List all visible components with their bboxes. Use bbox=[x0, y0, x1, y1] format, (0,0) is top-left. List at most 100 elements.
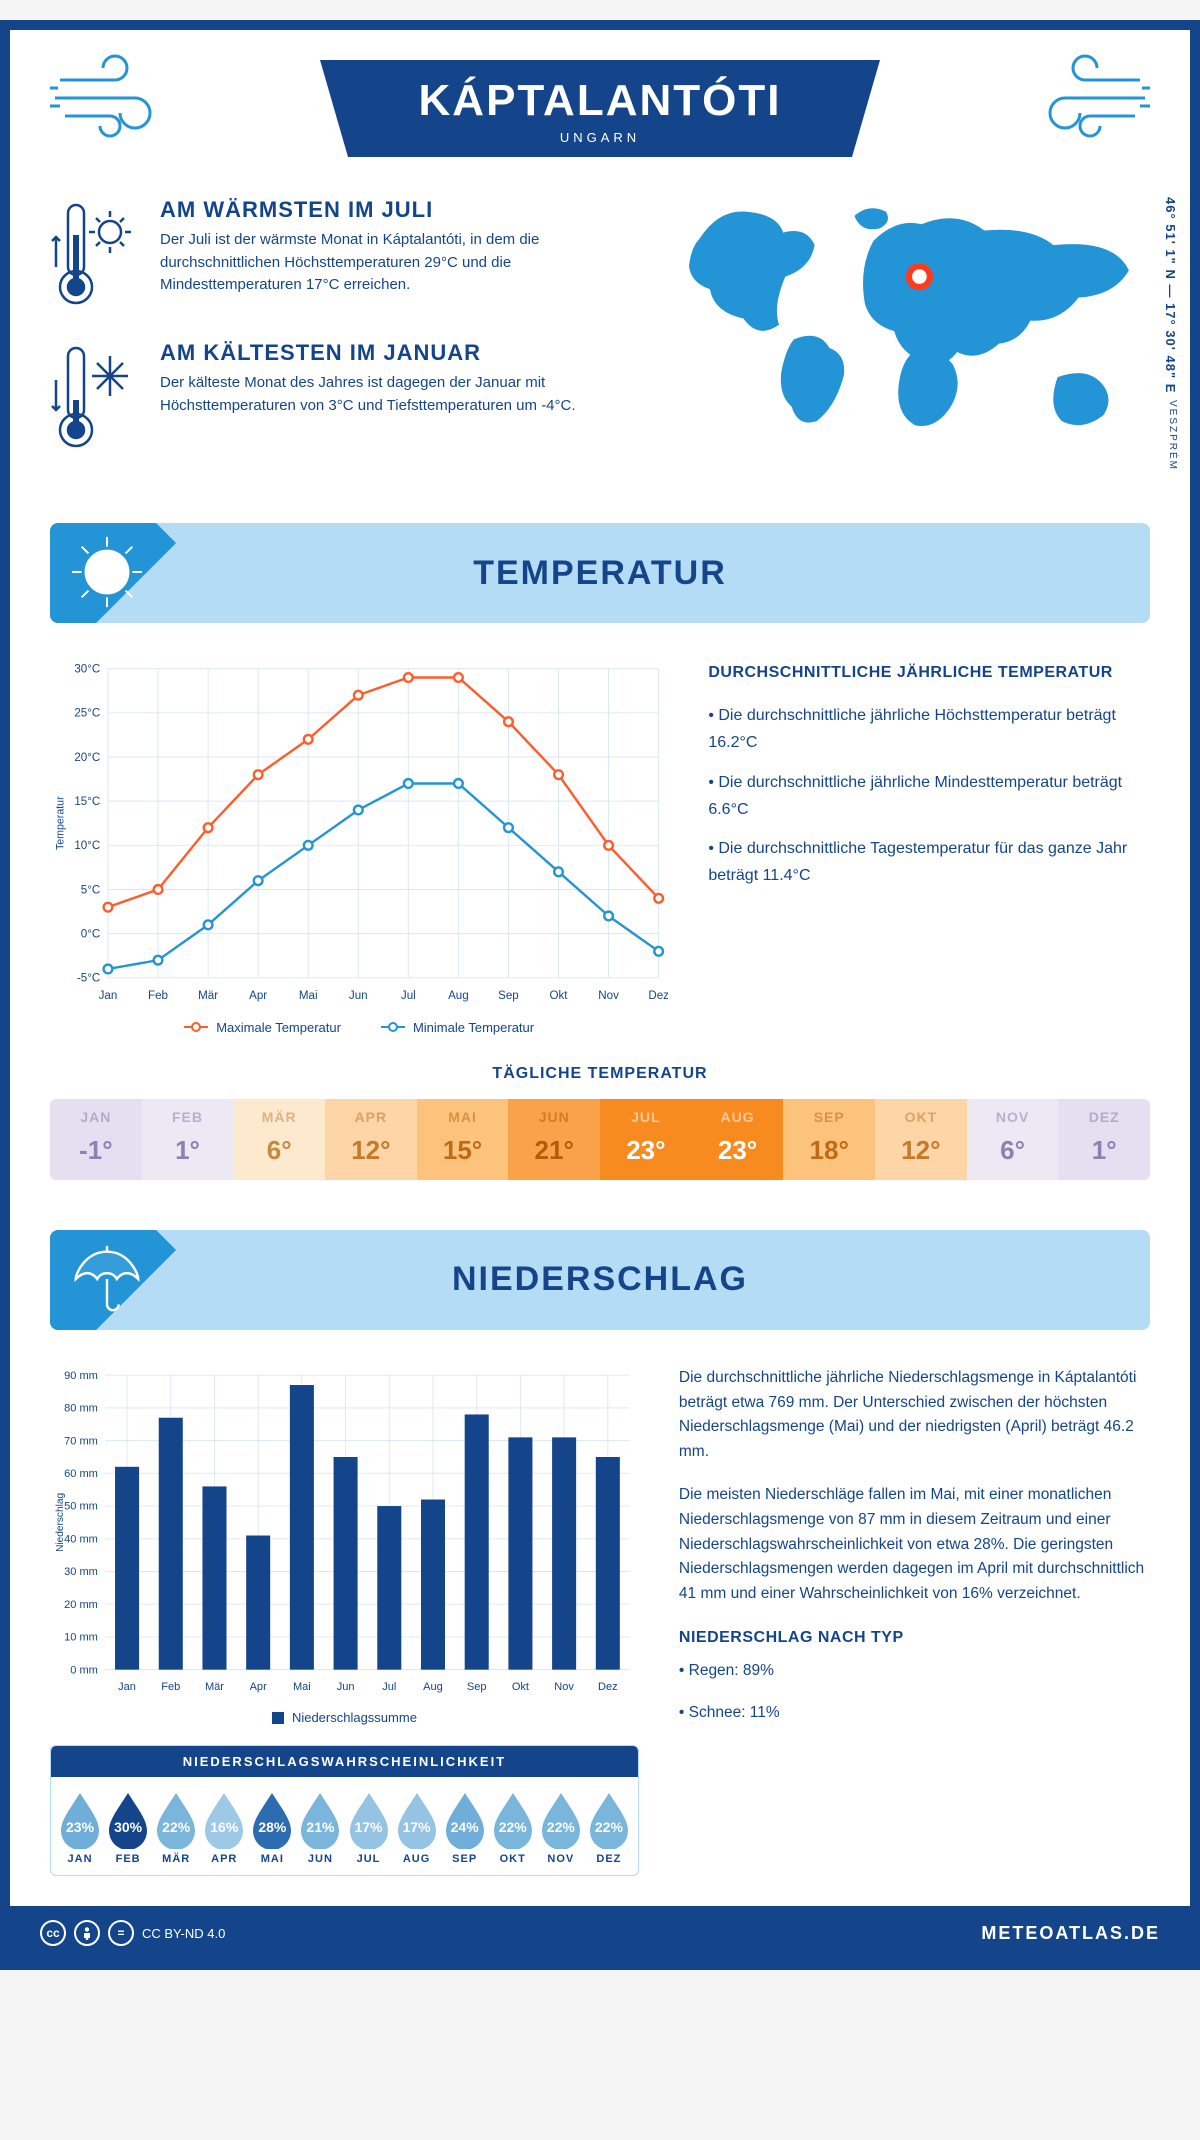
prob-cell: 22%NOV bbox=[538, 1791, 584, 1865]
fact-coldest: AM KÄLTESTEN IM JANUAR Der kälteste Mona… bbox=[50, 340, 628, 455]
heat-cell: DEZ1° bbox=[1058, 1099, 1150, 1180]
section-header-temperature: TEMPERATUR bbox=[50, 523, 1150, 623]
svg-text:Mai: Mai bbox=[299, 990, 318, 1002]
svg-text:Nov: Nov bbox=[554, 1681, 574, 1693]
prob-cell: 28%MAI bbox=[249, 1791, 295, 1865]
heat-cell: JUN21° bbox=[508, 1099, 600, 1180]
wind-icon bbox=[50, 50, 190, 145]
svg-text:80 mm: 80 mm bbox=[64, 1402, 98, 1414]
heat-cell: JAN-1° bbox=[50, 1099, 142, 1180]
prob-cell: 30%FEB bbox=[105, 1791, 151, 1865]
heat-cell: APR12° bbox=[325, 1099, 417, 1180]
by-icon bbox=[74, 1920, 100, 1946]
section-title-temperature: TEMPERATUR bbox=[50, 554, 1150, 593]
prob-cell: 21%JUN bbox=[297, 1791, 343, 1865]
fact-warmest: AM WÄRMSTEN IM JULI Der Juli ist der wär… bbox=[50, 197, 628, 312]
section-header-precipitation: NIEDERSCHLAG bbox=[50, 1230, 1150, 1330]
prob-cell: 16%APR bbox=[201, 1791, 247, 1865]
heat-cell: JUL23° bbox=[600, 1099, 692, 1180]
site-name: METEOATLAS.DE bbox=[981, 1923, 1160, 1944]
svg-text:Aug: Aug bbox=[423, 1681, 443, 1693]
svg-text:5°C: 5°C bbox=[81, 884, 100, 896]
svg-text:Okt: Okt bbox=[550, 990, 569, 1002]
fact-warmest-title: AM WÄRMSTEN IM JULI bbox=[160, 197, 628, 223]
heat-cell: FEB1° bbox=[142, 1099, 234, 1180]
legend-max: Maximale Temperatur bbox=[184, 1020, 341, 1035]
temperature-info: DURCHSCHNITTLICHE JÄHRLICHE TEMPERATUR •… bbox=[708, 659, 1150, 1035]
section-title-precipitation: NIEDERSCHLAG bbox=[50, 1260, 1150, 1299]
precipitation-info: Die durchschnittliche jährliche Niedersc… bbox=[679, 1366, 1150, 1876]
umbrella-icon bbox=[68, 1240, 146, 1323]
svg-text:90 mm: 90 mm bbox=[64, 1370, 98, 1382]
svg-text:Feb: Feb bbox=[161, 1681, 180, 1693]
svg-text:Jun: Jun bbox=[349, 990, 368, 1002]
svg-text:60 mm: 60 mm bbox=[64, 1468, 98, 1480]
prob-cell: 24%SEP bbox=[442, 1791, 488, 1865]
heat-cell: AUG23° bbox=[692, 1099, 784, 1180]
svg-text:Dez: Dez bbox=[648, 990, 668, 1002]
fact-coldest-text: Der kälteste Monat des Jahres ist dagege… bbox=[160, 372, 628, 417]
svg-text:-5°C: -5°C bbox=[77, 973, 100, 985]
temperature-chart: -5°C0°C5°C10°C15°C20°C25°C30°CJanFebMärA… bbox=[50, 659, 668, 1035]
heat-cell: NOV6° bbox=[967, 1099, 1059, 1180]
svg-text:30°C: 30°C bbox=[74, 664, 100, 676]
svg-text:Jul: Jul bbox=[382, 1681, 396, 1693]
svg-text:Feb: Feb bbox=[148, 990, 168, 1002]
prob-cell: 23%JAN bbox=[57, 1791, 103, 1865]
prob-cell: 22%OKT bbox=[490, 1791, 536, 1865]
legend-min: Minimale Temperatur bbox=[381, 1020, 534, 1035]
svg-text:70 mm: 70 mm bbox=[64, 1435, 98, 1447]
title-banner: KÁPTALANTÓTI UNGARN bbox=[320, 60, 880, 157]
footer: cc = CC BY-ND 4.0 METEOATLAS.DE bbox=[10, 1906, 1190, 1960]
license: cc = CC BY-ND 4.0 bbox=[40, 1920, 225, 1946]
thermometer-cold-icon bbox=[50, 340, 140, 455]
svg-text:Sep: Sep bbox=[467, 1681, 487, 1693]
heat-cell: OKT12° bbox=[875, 1099, 967, 1180]
svg-text:20°C: 20°C bbox=[74, 752, 100, 764]
page-subtitle: UNGARN bbox=[400, 130, 800, 145]
page-title: KÁPTALANTÓTI bbox=[400, 76, 800, 126]
svg-text:20 mm: 20 mm bbox=[64, 1599, 98, 1611]
legend-precip: Niederschlagssumme bbox=[272, 1710, 417, 1725]
svg-text:50 mm: 50 mm bbox=[64, 1501, 98, 1513]
svg-text:Apr: Apr bbox=[250, 1681, 267, 1693]
precip-probability-title: NIEDERSCHLAGSWAHRSCHEINLICHKEIT bbox=[51, 1746, 638, 1777]
cc-icon: cc bbox=[40, 1920, 66, 1946]
daily-temp-title: TÄGLICHE TEMPERATUR bbox=[50, 1065, 1150, 1083]
svg-text:10 mm: 10 mm bbox=[64, 1631, 98, 1643]
svg-text:Jul: Jul bbox=[401, 990, 416, 1002]
svg-text:Apr: Apr bbox=[249, 990, 267, 1002]
svg-text:Mai: Mai bbox=[293, 1681, 311, 1693]
svg-text:Jan: Jan bbox=[118, 1681, 136, 1693]
world-map bbox=[668, 197, 1150, 453]
svg-text:Okt: Okt bbox=[512, 1681, 529, 1693]
svg-text:Temperatur: Temperatur bbox=[55, 796, 67, 850]
prob-cell: 22%DEZ bbox=[586, 1791, 632, 1865]
prob-cell: 22%MÄR bbox=[153, 1791, 199, 1865]
sun-icon bbox=[68, 533, 146, 616]
svg-text:0°C: 0°C bbox=[81, 929, 100, 941]
svg-text:Jan: Jan bbox=[99, 990, 118, 1002]
svg-text:10°C: 10°C bbox=[74, 840, 100, 852]
svg-text:Niederschlag: Niederschlag bbox=[55, 1493, 66, 1552]
region-label: VESZPRÉM bbox=[1167, 400, 1178, 471]
prob-cell: 17%JUL bbox=[345, 1791, 391, 1865]
svg-text:Sep: Sep bbox=[498, 990, 519, 1002]
precip-probability-box: NIEDERSCHLAGSWAHRSCHEINLICHKEIT 23%JAN30… bbox=[50, 1745, 639, 1876]
header: KÁPTALANTÓTI UNGARN bbox=[50, 60, 1150, 157]
svg-text:40 mm: 40 mm bbox=[64, 1533, 98, 1545]
daily-temp-heatmap: JAN-1°FEB1°MÄR6°APR12°MAI15°JUN21°JUL23°… bbox=[50, 1099, 1150, 1180]
svg-text:Nov: Nov bbox=[598, 990, 619, 1002]
svg-text:Aug: Aug bbox=[448, 990, 469, 1002]
svg-text:Jun: Jun bbox=[337, 1681, 355, 1693]
nd-icon: = bbox=[108, 1920, 134, 1946]
svg-text:Mär: Mär bbox=[205, 1681, 224, 1693]
thermometer-hot-icon bbox=[50, 197, 140, 312]
svg-text:Mär: Mär bbox=[198, 990, 218, 1002]
prob-cell: 17%AUG bbox=[394, 1791, 440, 1865]
svg-text:Dez: Dez bbox=[598, 1681, 618, 1693]
fact-warmest-text: Der Juli ist der wärmste Monat in Káptal… bbox=[160, 229, 628, 297]
temp-info-title: DURCHSCHNITTLICHE JÄHRLICHE TEMPERATUR bbox=[708, 659, 1150, 686]
svg-text:0 mm: 0 mm bbox=[70, 1664, 98, 1676]
fact-coldest-title: AM KÄLTESTEN IM JANUAR bbox=[160, 340, 628, 366]
